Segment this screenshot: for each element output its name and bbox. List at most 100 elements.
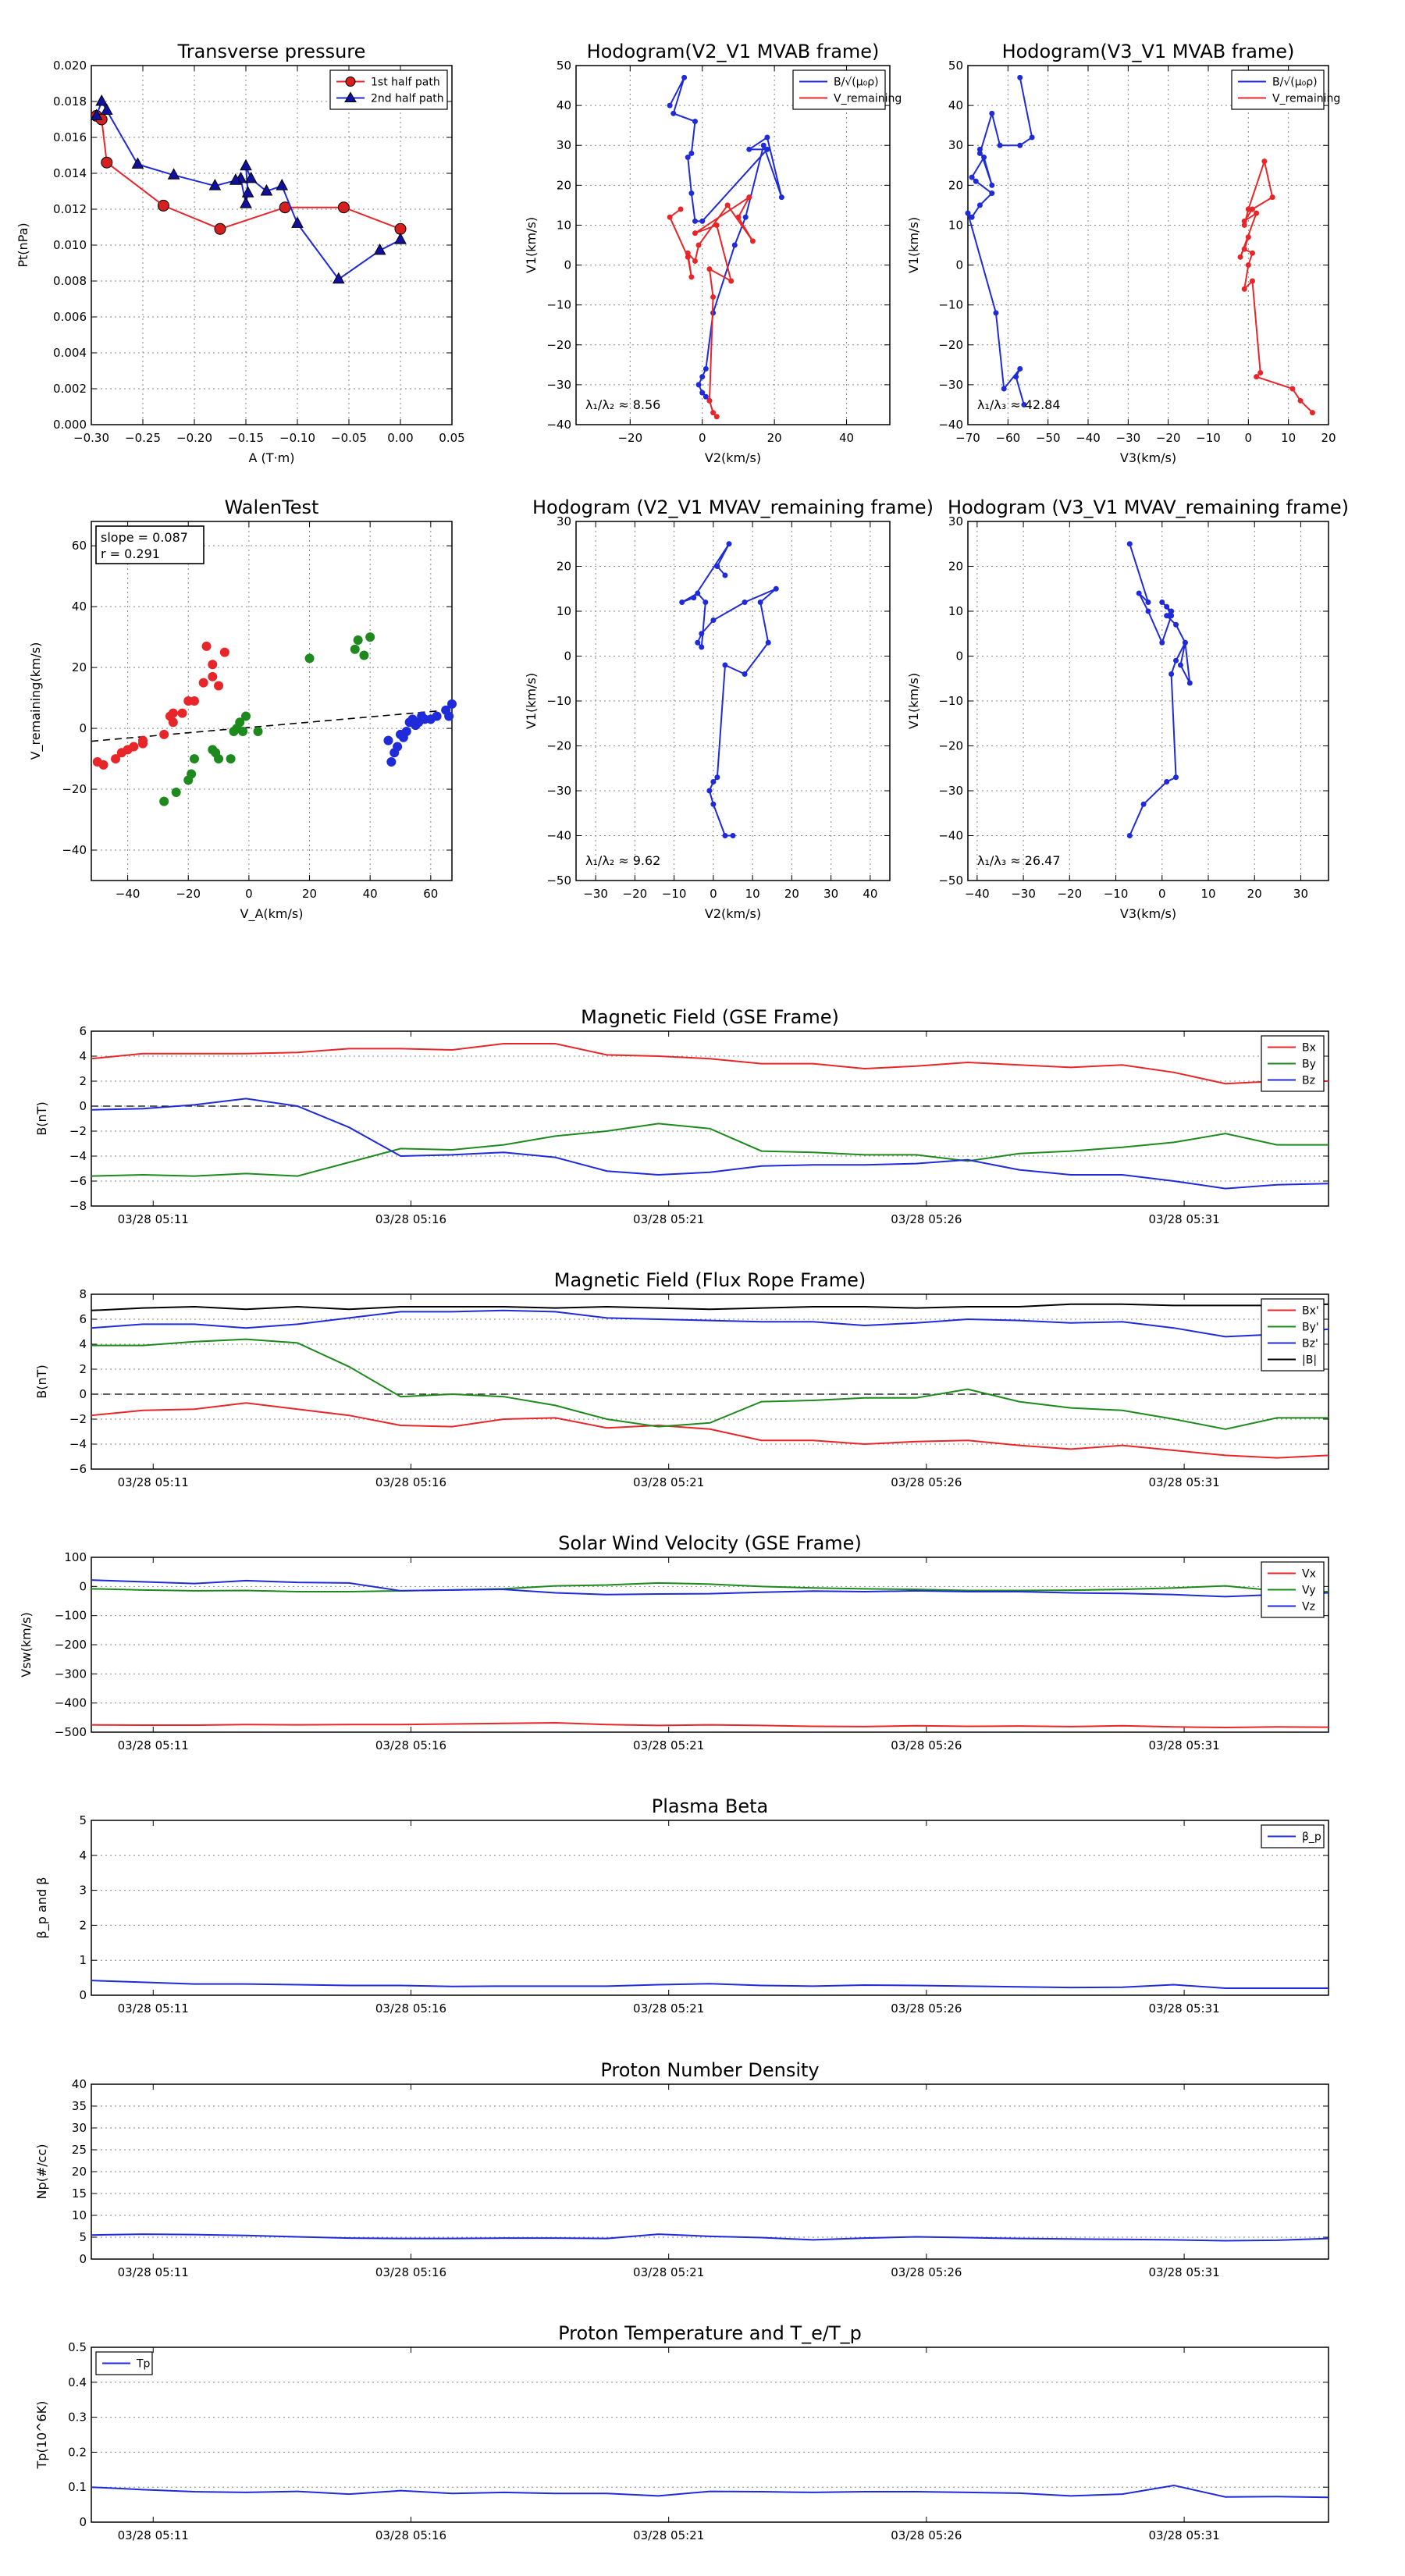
data-point — [1013, 374, 1019, 380]
data-point — [976, 150, 983, 156]
data-point — [688, 190, 695, 197]
grid-lines — [968, 66, 1329, 425]
legend-label: Vy — [1302, 1585, 1316, 1597]
data-point — [98, 760, 108, 770]
data-point — [244, 171, 258, 183]
data-point — [386, 756, 397, 767]
series-line — [91, 1579, 1329, 1598]
x-tick-label: 40 — [863, 887, 877, 901]
x-tick-label: −0.15 — [228, 431, 264, 445]
time-tick-label: 03/28 05:26 — [891, 1738, 962, 1752]
chart-title: Hodogram (V2_V1 MVAV_remaining frame) — [532, 496, 934, 518]
eigenvalue-ratio: λ₁/λ₃ ≈ 42.84 — [977, 397, 1061, 412]
data-point — [714, 564, 720, 569]
data-point — [1245, 234, 1251, 240]
y-tick-label: 0.3 — [68, 2411, 87, 2425]
legend-box — [1231, 69, 1325, 110]
data-point — [100, 103, 113, 115]
data-point — [1164, 779, 1170, 785]
y-tick-label: 0.1 — [68, 2480, 87, 2494]
data-point — [332, 272, 345, 284]
data-point — [760, 142, 767, 148]
chart-title: Hodogram(V3_V1 MVAB frame) — [1002, 41, 1295, 62]
time-tick-label: 03/28 05:21 — [633, 2001, 704, 2016]
time-tick-label: 03/28 05:31 — [1148, 2265, 1219, 2279]
data-point — [691, 595, 697, 601]
legend-label: By' — [1302, 1322, 1319, 1334]
data-point — [695, 639, 701, 646]
time-tick-label: 03/28 05:11 — [118, 1475, 189, 1489]
y-tick-label: −50 — [546, 873, 571, 888]
data-point — [214, 222, 226, 235]
time-tick-label: 03/28 05:16 — [375, 2528, 446, 2542]
x-axis-label: V3(km/s) — [1120, 906, 1176, 921]
fit-line — [91, 709, 453, 742]
data-point — [1241, 246, 1247, 252]
chart-title: Plasma Beta — [652, 1795, 768, 1817]
data-point — [1182, 639, 1188, 646]
data-point — [1177, 662, 1183, 668]
data-point — [757, 600, 763, 605]
y-tick-label: 0 — [79, 1099, 87, 1113]
data-point — [1269, 194, 1275, 201]
data-point — [1249, 250, 1255, 256]
time-tick-label: 03/28 05:26 — [891, 1212, 962, 1226]
legend: Tp — [95, 2351, 153, 2375]
time-tick-label: 03/28 05:21 — [633, 1475, 704, 1489]
x-tick-label: 10 — [745, 887, 760, 901]
y-tick-label: −40 — [546, 418, 571, 432]
y-axis-label: β_p and β — [34, 1877, 50, 1939]
y-tick-label: 30 — [557, 514, 571, 528]
data-point — [765, 639, 771, 646]
y-tick-label: 20 — [72, 2165, 87, 2179]
data-point — [746, 146, 752, 152]
data-point — [710, 294, 717, 300]
data-point — [1021, 401, 1027, 407]
y-tick-label: −20 — [546, 338, 571, 352]
data-point — [1173, 621, 1179, 628]
data-point — [1159, 600, 1165, 605]
x-tick-label: 60 — [423, 887, 438, 901]
legend-label: Vz — [1302, 1601, 1315, 1614]
x-tick-label: 0 — [1245, 431, 1253, 445]
data-point — [138, 738, 148, 749]
y-tick-label: 5 — [79, 2230, 87, 2244]
data-point — [699, 218, 706, 224]
data-point — [394, 233, 407, 244]
data-point — [198, 678, 208, 688]
series-line — [91, 1123, 1329, 1177]
grid-lines — [576, 521, 890, 881]
legend-label: B/√(μ₀ρ) — [1272, 76, 1318, 89]
y-tick-label: 0.002 — [53, 382, 87, 396]
data-point — [749, 238, 756, 244]
legend: Bx By Bz — [1261, 1035, 1325, 1092]
time-tick-label: 03/28 05:26 — [891, 2001, 962, 2016]
plot-frame — [91, 1293, 1329, 1470]
chart-2: −40 −30 −20 −10 0 10 20 30 40 50 −70 −60 −50 −40 −30 −2… — [906, 41, 1340, 465]
y-tick-label: −40 — [938, 418, 963, 432]
data-point — [1017, 142, 1023, 148]
chart-title: Proton Temperature and T_e/T_p — [558, 2322, 862, 2344]
data-point — [291, 216, 304, 228]
data-point — [214, 681, 224, 691]
data-point — [699, 374, 706, 380]
legend-marker — [345, 76, 356, 87]
y-axis-label: V1(km/s) — [524, 673, 539, 729]
legend-label: By — [1302, 1059, 1316, 1071]
annotation-line: slope = 0.087 — [101, 530, 188, 545]
eigenvalue-ratio: λ₁/λ₂ ≈ 8.56 — [585, 397, 660, 412]
data-point — [365, 632, 375, 642]
y-axis-label: Tp(10^6K) — [34, 2401, 49, 2470]
x-tick-label: −20 — [1156, 431, 1181, 445]
y-tick-label: 50 — [557, 59, 571, 73]
y-tick-label: 30 — [948, 514, 963, 528]
data-point — [699, 644, 705, 650]
y-tick-label: −20 — [62, 782, 87, 796]
data-point — [685, 254, 691, 260]
y-tick-label: 40 — [948, 98, 963, 112]
legend: 1st half path 2nd half path — [329, 69, 448, 110]
data-point — [1261, 158, 1268, 165]
data-point — [1017, 74, 1023, 80]
x-tick-label: −10 — [1196, 431, 1221, 445]
series-line — [91, 1303, 1329, 1311]
